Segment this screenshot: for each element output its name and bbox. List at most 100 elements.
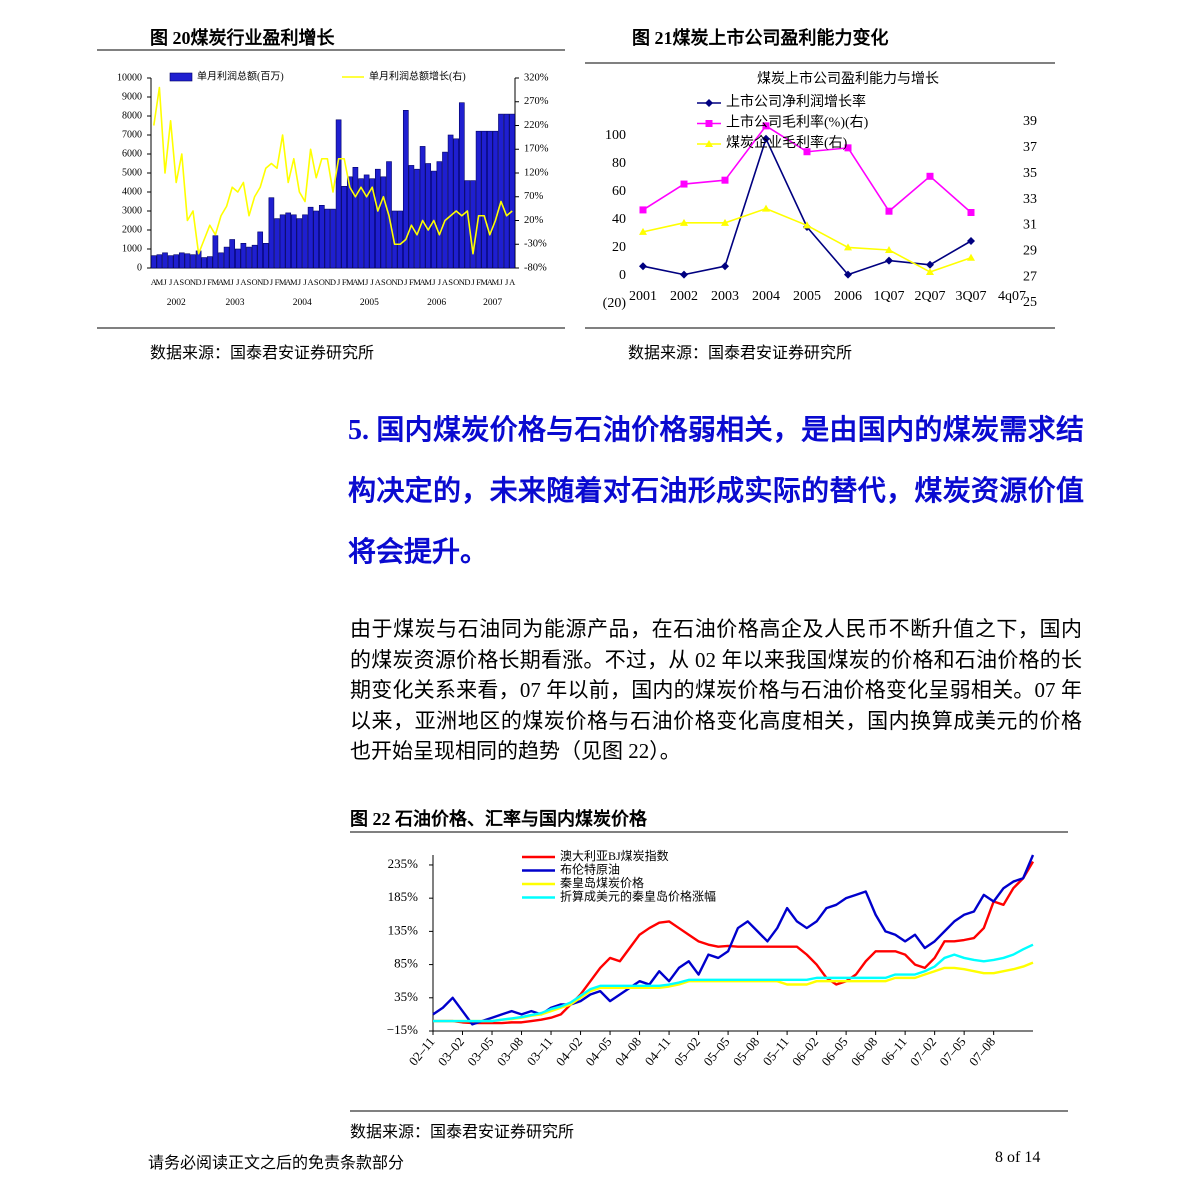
x-tick-label: J [163, 277, 167, 287]
x-tick-label: 2001 [629, 289, 657, 304]
x-tick-label: M [279, 277, 287, 287]
bar [330, 208, 336, 269]
x-tick-label: 03–11 [524, 1034, 556, 1068]
x-tick-label: D [196, 277, 202, 287]
x-tick-label: O [453, 277, 459, 287]
bar [251, 244, 258, 269]
y2-tick-label: 220% [524, 120, 549, 131]
x-tick-label: 2Q07 [914, 289, 945, 304]
year-label: 2002 [167, 298, 186, 308]
figure-source: 数据来源：国泰君安证券研究所 [350, 1124, 575, 1141]
point-marker [926, 260, 934, 269]
x-tick-label: A [442, 277, 449, 287]
bar [397, 210, 404, 269]
bar [453, 138, 460, 269]
series-line [433, 943, 1034, 1023]
x-tick-label: A [352, 277, 359, 287]
y-tick-label: 8000 [122, 110, 142, 121]
bar [374, 168, 381, 269]
bar [352, 167, 359, 269]
point-marker [680, 180, 688, 188]
year-label: 2007 [483, 298, 502, 308]
x-tick-label: J [303, 277, 307, 287]
bar [492, 130, 499, 269]
figure-caption: 图 20煤炭行业盈利增长 [150, 28, 335, 48]
x-tick-label: 07–02 [907, 1034, 939, 1069]
bar [358, 178, 364, 269]
point-marker [639, 227, 647, 235]
legend-label: 上市公司毛利率(%)(右) [726, 114, 869, 131]
x-tick-label: M [223, 277, 231, 287]
y2-tick-label: 170% [524, 144, 549, 155]
x-tick-label: N [392, 277, 398, 287]
x-tick-label: A [375, 277, 382, 287]
y-tick-label: 85% [394, 956, 418, 971]
point-marker [926, 267, 934, 275]
chart-title: 煤炭上市公司盈利能力与增长 [757, 70, 939, 87]
x-tick-label: 04–11 [642, 1034, 674, 1068]
x-tick-label: J [438, 277, 442, 287]
x-tick-label: J [298, 277, 302, 287]
bar [246, 246, 252, 269]
x-tick-label: 3Q07 [955, 289, 986, 304]
x-tick-label: D [464, 277, 470, 287]
x-tick-label: J [203, 277, 207, 287]
x-tick-label: J [505, 277, 509, 287]
bar [509, 113, 516, 269]
point-marker [967, 209, 975, 216]
y-tick-label: 10000 [117, 72, 142, 83]
paragraph: 由于煤炭与石油同为能源产品，在石油价格高企及人民币不断升值之下，国内的煤炭资源价… [350, 617, 1082, 763]
point-marker [721, 262, 729, 271]
x-tick-label: 4q07 [998, 289, 1026, 304]
x-tick-label: 06–05 [818, 1034, 850, 1069]
x-tick-label: F [476, 277, 481, 287]
y-tick-label: 6000 [122, 148, 142, 159]
x-tick-label: A [420, 277, 427, 287]
point-marker [885, 207, 893, 215]
x-tick-label: 2005 [793, 289, 821, 304]
x-tick-label: O [386, 277, 392, 287]
footer-disclaimer: 请务必阅读正文之后的免责条款部分 [148, 1155, 405, 1172]
point-marker [803, 148, 811, 156]
x-tick-label: 06–02 [789, 1034, 821, 1069]
bar [206, 256, 213, 269]
year-label: 2005 [360, 298, 379, 308]
y-tick-label: 20 [612, 240, 626, 255]
bar [290, 214, 297, 269]
point-marker [926, 172, 934, 180]
y2-tick-label: 31 [1023, 218, 1037, 233]
x-tick-label: S [381, 277, 386, 287]
bar [335, 119, 342, 269]
bar [212, 235, 219, 269]
x-tick-label: J [471, 277, 475, 287]
point-marker [680, 270, 688, 279]
bar [458, 102, 465, 269]
bar [430, 170, 437, 269]
bar [419, 146, 426, 269]
y2-tick-label: 29 [1023, 244, 1037, 259]
x-tick-label: J [371, 277, 375, 287]
point-marker [721, 176, 729, 184]
y-tick-label: 0 [619, 268, 626, 283]
x-tick-label: A [308, 277, 315, 287]
legend-label: 单月利润总额(百万) [197, 69, 284, 82]
bar [167, 255, 174, 269]
x-tick-label: 04–05 [582, 1034, 614, 1069]
legend-label: 布伦特原油 [560, 861, 620, 876]
figure-source: 数据来源：国泰君安证券研究所 [150, 345, 375, 362]
bar [274, 218, 280, 269]
x-tick-label: 05–05 [700, 1034, 732, 1069]
x-tick-label: M [413, 277, 421, 287]
y-tick-label: 235% [388, 856, 419, 871]
y-tick-label: 135% [388, 922, 419, 937]
x-tick-label: J [231, 277, 235, 287]
bar [285, 212, 292, 269]
bar [178, 252, 185, 269]
y-tick-label: 185% [388, 889, 419, 904]
point-marker [844, 270, 852, 279]
year-label: 2004 [293, 298, 312, 308]
point-marker [639, 206, 647, 214]
x-tick-label: D [263, 277, 269, 287]
bar [279, 214, 286, 269]
